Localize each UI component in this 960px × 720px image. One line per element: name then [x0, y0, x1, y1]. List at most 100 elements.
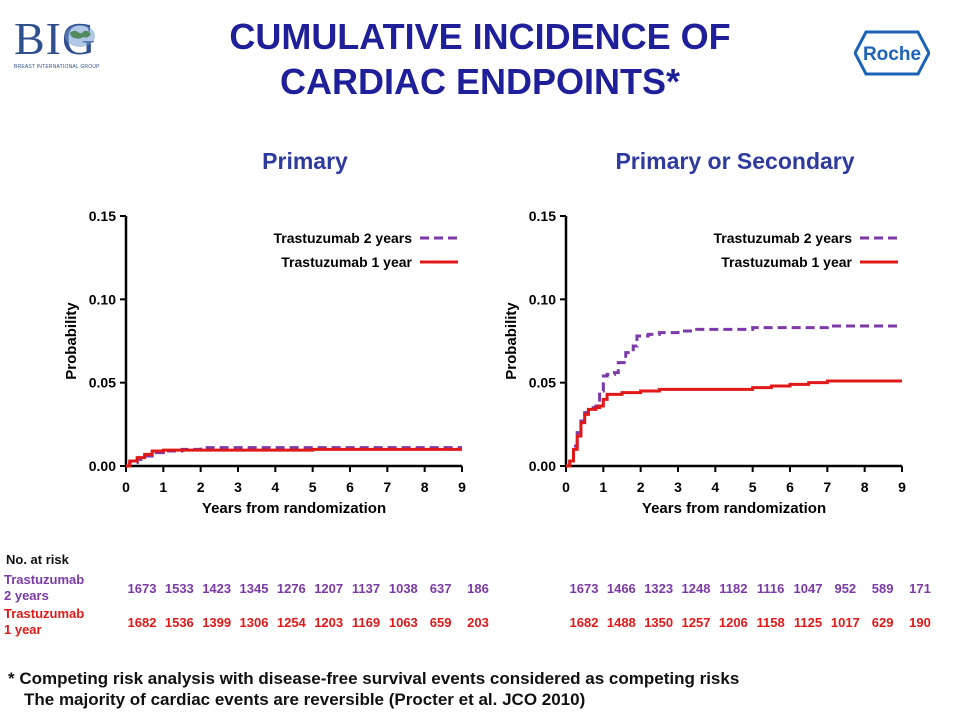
x-tick-label: 5	[749, 479, 757, 495]
at-risk-row-left-1y: 1682 1536 1399 1306 1254 1203 1169 1063 659 203	[0, 615, 960, 631]
page-title: CUMULATIVE INCIDENCE OF CARDIAC ENDPOINT…	[229, 16, 731, 102]
at-risk-header: No. at risk	[6, 552, 69, 567]
at-risk-value: 1038	[388, 581, 418, 596]
y-tick-label: 0.00	[529, 458, 556, 474]
at-risk-value: 1423	[202, 581, 232, 596]
at-risk-value: 1682	[127, 615, 157, 630]
x-tick-label: 4	[711, 479, 719, 495]
y-tick-label: 0.05	[529, 375, 556, 391]
y-tick-label: 0.10	[89, 291, 116, 307]
at-risk-value: 589	[871, 581, 894, 596]
series-line-trastuzumab-2-years	[566, 324, 902, 468]
x-tick-label: 8	[861, 479, 869, 495]
at-risk-value: 1047	[793, 581, 823, 596]
chart-right-title: Primary or Secondary	[615, 148, 855, 174]
at-risk-value: 1682	[569, 615, 599, 630]
series-line-trastuzumab-1-year	[566, 379, 902, 468]
y-tick-label: 0.15	[89, 208, 116, 224]
big-logo: BIG BREAST INTERNATIONAL GROUP	[14, 16, 118, 76]
globe-icon	[65, 25, 95, 47]
x-tick-label: 2	[637, 479, 645, 495]
at-risk-value: 1536	[164, 615, 194, 630]
x-tick-label: 0	[122, 479, 130, 495]
at-risk-value: 171	[909, 581, 931, 596]
legend-label: Trastuzumab 2 years	[713, 230, 852, 246]
legend-label: Trastuzumab 1 year	[281, 254, 412, 270]
x-tick-label: 6	[786, 479, 794, 495]
at-risk-value: 1063	[388, 615, 418, 630]
chart-1-plot: 0.00 0.05 0.10 0.15 0 1 2 3 4 5 6 7 8 9 Years from ran…	[503, 208, 906, 517]
x-tick-label: 0	[562, 479, 570, 495]
x-axis-label: Years from randomization	[642, 500, 826, 517]
x-tick-label: 7	[823, 479, 831, 495]
at-risk-value: 1248	[681, 581, 711, 596]
at-risk-value: 1466	[606, 581, 636, 596]
roche-logo-text: Roche	[863, 44, 921, 65]
x-tick-label: 6	[346, 479, 354, 495]
x-tick-label: 8	[421, 479, 429, 495]
x-tick-label: 3	[674, 479, 682, 495]
chart-primary: 0.00 0.05 0.10 0.15 0 1 2 3 4 5 6 7 8 9 Years from ran…	[40, 195, 480, 535]
at-risk-value: 186	[467, 581, 489, 596]
at-risk-value: 659	[429, 615, 452, 630]
series-line-trastuzumab-1-year	[126, 447, 462, 468]
at-risk-row-right-2y: 1673 1466 1323 1248 1182 1116 1047 952 589 171	[0, 581, 960, 597]
at-risk-value: 637	[429, 581, 452, 596]
legend-label: Trastuzumab 2 years	[273, 230, 412, 246]
at-risk-value: 1125	[793, 615, 823, 630]
x-tick-label: 1	[599, 479, 607, 495]
chart-0-plot: 0.00 0.05 0.10 0.15 0 1 2 3 4 5 6 7 8 9 Years from ran…	[63, 208, 466, 517]
x-tick-label: 1	[159, 479, 167, 495]
at-risk-value: 190	[909, 615, 931, 630]
y-axis-label: Probability	[63, 302, 80, 380]
chart-primary-svg: 0.00 0.05 0.10 0.15 0 1 2 3 4 5 6 7 8 9 Years from ran…	[63, 208, 466, 517]
at-risk-value: 1207	[314, 581, 344, 596]
chart-primary-or-secondary-svg: 0.00 0.05 0.10 0.15 0 1 2 3 4 5 6 7 8 9 Years from ran…	[503, 208, 906, 517]
at-risk-value: 1203	[314, 615, 344, 630]
big-logo-subtitle: BREAST INTERNATIONAL GROUP	[14, 64, 100, 70]
at-risk-value: 1673	[127, 581, 157, 596]
at-risk-value: 1257	[681, 615, 711, 630]
at-risk-value: 629	[871, 615, 894, 630]
y-tick-label: 0.10	[529, 291, 556, 307]
at-risk-value: 1017	[830, 615, 860, 630]
at-risk-value: 1350	[644, 615, 674, 630]
at-risk-value: 1488	[606, 615, 636, 630]
chart-left-title: Primary	[262, 148, 348, 174]
x-tick-label: 9	[898, 479, 906, 495]
at-risk-value: 203	[467, 615, 489, 630]
at-risk-value: 1254	[276, 615, 306, 630]
at-risk-value: 1533	[164, 581, 194, 596]
x-tick-label: 5	[309, 479, 317, 495]
footnote: * Competing risk analysis with disease-f…	[8, 668, 739, 710]
at-risk-value: 1673	[569, 581, 599, 596]
y-tick-label: 0.15	[529, 208, 556, 224]
x-tick-label: 4	[271, 479, 279, 495]
at-risk-row-left-2y: 1673 1533 1423 1345 1276 1207 1137 1038 637 186	[0, 581, 960, 597]
x-tick-label: 9	[458, 479, 466, 495]
y-tick-label: 0.00	[89, 458, 116, 474]
at-risk-value: 1116	[756, 581, 785, 596]
at-risk-value: 1276	[276, 581, 306, 596]
footnote-line-2: The majority of cardiac events are rever…	[24, 690, 586, 709]
at-risk-value: 1345	[239, 581, 269, 596]
chart-primary-or-secondary: 0.00 0.05 0.10 0.15 0 1 2 3 4 5 6 7 8 9 Years from ran…	[480, 195, 920, 535]
at-risk-value: 1306	[239, 615, 269, 630]
at-risk-value: 1169	[351, 615, 381, 630]
at-risk-label-1-year: Trastuzumab 1 year	[4, 606, 85, 637]
at-risk-value: 1206	[718, 615, 748, 630]
y-axis-label: Probability	[503, 302, 520, 380]
roche-hexagon	[854, 30, 930, 76]
at-risk-value: 1182	[719, 581, 748, 596]
x-tick-label: 2	[197, 479, 205, 495]
x-tick-label: 7	[383, 479, 391, 495]
x-tick-label: 3	[234, 479, 242, 495]
at-risk-value: 1158	[756, 615, 785, 630]
at-risk-value: 1137	[351, 581, 381, 596]
x-axis-label: Years from randomization	[202, 500, 386, 517]
at-risk-value: 1399	[202, 615, 232, 630]
legend-label: Trastuzumab 1 year	[721, 254, 852, 270]
at-risk-row-right-1y: 1682 1488 1350 1257 1206 1158 1125 1017 629 190	[0, 615, 960, 631]
at-risk-value: 952	[834, 581, 857, 596]
y-tick-label: 0.05	[89, 375, 116, 391]
